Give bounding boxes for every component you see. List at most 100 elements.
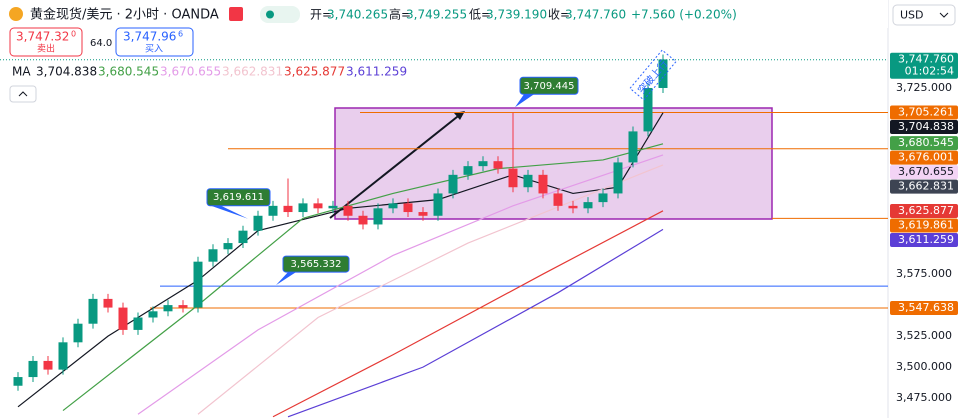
candle-body [373, 208, 383, 225]
candle-body [328, 205, 338, 209]
price-tag-label: 3,705.261 [898, 105, 954, 118]
y-tick-label: 3,725.000 [896, 81, 952, 94]
sell-sup: 0 [71, 30, 76, 39]
pill-dot [266, 10, 274, 19]
candle-body [43, 360, 53, 370]
candle-body [418, 212, 428, 216]
candle-body [433, 193, 443, 216]
low-label: 低= [469, 8, 491, 22]
last-price-label: 3,747.760 [898, 53, 954, 66]
spread: 64.0 [90, 38, 112, 49]
candle-body [463, 166, 473, 175]
close-value: 3,747.760 [565, 8, 626, 22]
last-price-tag [890, 52, 958, 79]
candle-body [253, 215, 263, 231]
currency: USD [900, 9, 924, 22]
price-tag [890, 301, 958, 316]
countdown: 01:02:54 [905, 65, 954, 78]
logo [9, 7, 23, 21]
open-value: 3,740.265 [327, 8, 388, 22]
callout-label: 3,709.445 [524, 81, 575, 92]
flag[interactable] [229, 7, 243, 21]
sell-price: 3,747.32 [16, 30, 69, 44]
chevron [939, 12, 949, 18]
buy-button[interactable] [115, 27, 194, 57]
legend-value: 3,670.655 [160, 65, 221, 79]
candle-body [208, 249, 218, 262]
price-tag-label: 3,625.877 [898, 204, 954, 217]
ma-line [197, 164, 664, 415]
candle-body [298, 203, 308, 213]
price-tag [890, 136, 958, 151]
candle-body [313, 203, 323, 209]
price-tag [890, 150, 958, 165]
candle-body [493, 161, 503, 169]
candle-body [268, 205, 278, 216]
candle-body [523, 174, 533, 188]
candle-body [193, 261, 203, 308]
callout-pointer [515, 94, 534, 108]
candle-body [58, 342, 68, 370]
change: +7.560 (+0.20%) [631, 8, 737, 22]
arrow-head [454, 111, 465, 120]
callout-pointer [211, 205, 248, 219]
candle-body [88, 298, 98, 324]
ma-line [287, 228, 664, 418]
candle-body [583, 202, 593, 209]
candle-body [553, 193, 563, 206]
candle-body [358, 215, 368, 225]
legend-value: 3,625.877 [284, 65, 345, 79]
candle-body [103, 298, 113, 308]
candle-body [538, 174, 548, 194]
close-label: 收= [548, 8, 570, 22]
callout-label: 3,619.611 [213, 192, 264, 203]
open-label: 开= [310, 8, 332, 22]
price-tag [890, 203, 958, 218]
buy-price: 3,747.96 [123, 30, 176, 44]
currency-select[interactable] [892, 4, 956, 26]
price-tag [890, 179, 958, 194]
buy-sup: 6 [178, 30, 183, 39]
candle-body [508, 168, 518, 188]
collapse-button[interactable] [9, 85, 37, 103]
candle-body [658, 59, 668, 88]
price-tag [890, 232, 958, 247]
price-tag-label: 3,676.001 [898, 151, 954, 164]
high-label: 高= [389, 7, 411, 22]
candle-body [283, 205, 293, 213]
header-bg [0, 0, 888, 28]
low-value: 3,739.190 [486, 8, 547, 22]
legend-value: 3,611.259 [346, 65, 407, 79]
ma-label: MA [12, 65, 31, 79]
candle-body [388, 203, 398, 209]
sell-label: 卖出 [37, 43, 55, 55]
candle-body [238, 230, 248, 244]
buy-label: 买入 [145, 44, 163, 55]
candle-body [568, 205, 578, 209]
candle-body [478, 161, 488, 167]
y-tick-label: 3,575.000 [896, 267, 952, 280]
callout-box [519, 76, 579, 95]
candle-body [28, 360, 38, 378]
candle-body [13, 377, 23, 386]
y-tick-label: 3,525.000 [896, 329, 952, 342]
candle-body [598, 193, 608, 203]
ma-line [137, 154, 664, 415]
price-tag [890, 105, 958, 120]
candle-body [643, 87, 653, 132]
candle-body [223, 243, 233, 250]
note-box [629, 49, 677, 101]
ma-line [272, 210, 664, 418]
candle-body [343, 205, 353, 216]
symbol: 黄金现货/美元 · 2小时 · OANDA [30, 7, 219, 23]
price-tag-label: 3,680.545 [898, 136, 954, 149]
candle-body [163, 305, 173, 312]
price-tag-label: 3,547.638 [898, 301, 954, 314]
indicator-pill[interactable] [260, 6, 300, 23]
price-tag-label: 3,619.861 [898, 218, 954, 231]
candle-body [118, 307, 128, 330]
candle-body [178, 305, 188, 308]
sell-button[interactable] [9, 27, 83, 57]
